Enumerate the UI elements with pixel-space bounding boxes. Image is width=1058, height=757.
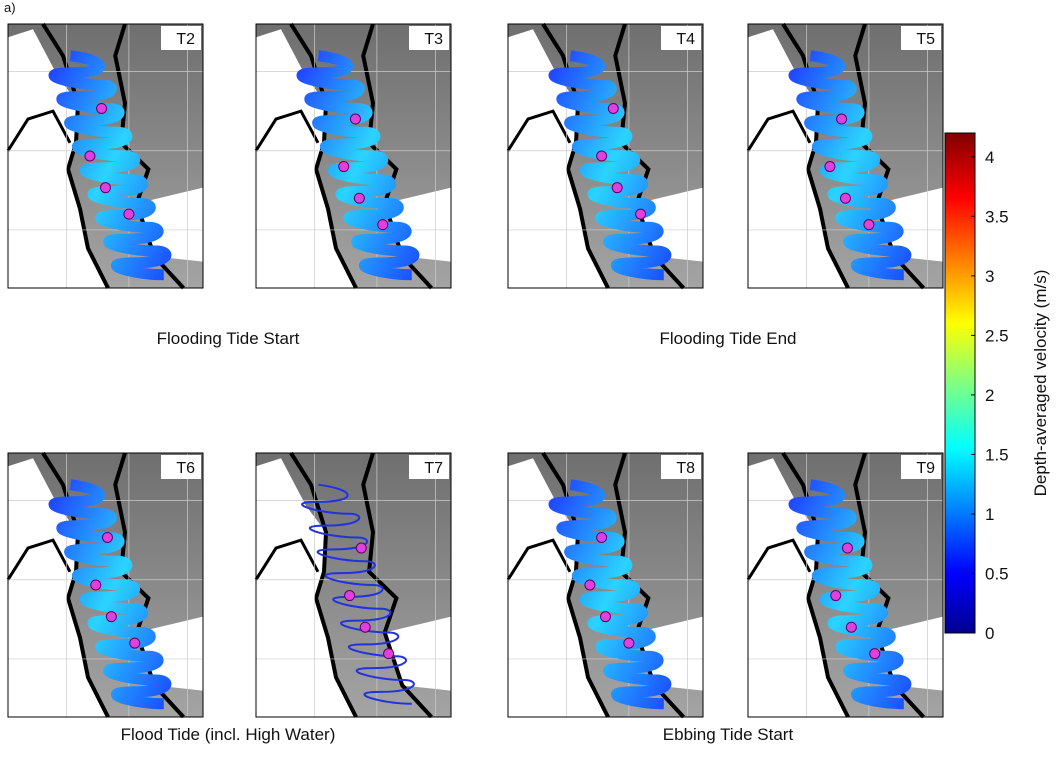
colorbar-tick-label: 3 [985,267,994,286]
panel-label: T9 [916,460,935,477]
colorbar-tick-label: 1 [985,505,994,524]
observation-point [585,580,595,590]
panel-tag: a) [4,0,16,15]
observation-point [101,183,111,193]
observation-point [841,193,851,203]
map-panel: T3 [256,24,451,288]
map-panel: T5 [748,24,943,288]
colorbar-tick-label: 4 [985,148,994,167]
observation-point [354,193,364,203]
panel-caption: Flooding Tide Start [157,329,300,348]
map-panel: T4 [508,24,703,288]
colorbar-tick-label: 3.5 [985,207,1009,226]
panel-label: T5 [916,31,935,48]
panel-label: T4 [676,31,695,48]
observation-point [106,612,116,622]
panel-label: T7 [424,460,443,477]
observation-point [102,532,112,542]
observation-point [597,151,607,161]
panel-label: T8 [676,460,695,477]
observation-point [601,612,611,622]
colorbar-tick-label: 0 [985,624,994,643]
observation-point [842,543,852,553]
observation-point [124,209,134,219]
colorbar-tick-label: 2.5 [985,326,1009,345]
observation-point [130,638,140,648]
observation-point [624,638,634,648]
map-panel: T2 [8,24,203,288]
panel-label: T2 [176,31,195,48]
map-panel: T7 [256,453,451,717]
colorbar-tick-label: 1.5 [985,445,1009,464]
observation-point [378,220,388,230]
observation-point [864,220,874,230]
colorbar [945,133,975,633]
observation-point [384,649,394,659]
observation-point [612,183,622,193]
panel-label: T6 [176,460,195,477]
observation-point [837,114,847,124]
panel-caption: Flooding Tide End [659,329,796,348]
colorbar-tick-label: 0.5 [985,564,1009,583]
observation-point [356,543,366,553]
observation-point [597,532,607,542]
map-panel: T8 [508,453,703,717]
observation-point [345,591,355,601]
panel-caption: Ebbing Tide Start [663,725,794,744]
observation-point [636,209,646,219]
observation-point [608,103,618,113]
colorbar-label: Depth-averaged velocity (m/s) [1031,270,1050,497]
observation-point [97,103,107,113]
map-panel: T9 [748,453,943,717]
observation-point [846,622,856,632]
observation-point [339,162,349,172]
map-panel: T6 [8,453,203,717]
observation-point [831,591,841,601]
observation-point [350,114,360,124]
observation-point [870,649,880,659]
colorbar-tick-label: 2 [985,386,994,405]
observation-point [85,151,95,161]
panel-caption: Flood Tide (incl. High Water) [121,725,336,744]
observation-point [360,622,370,632]
observation-point [825,162,835,172]
panel-label: T3 [424,31,443,48]
figure: a) T2 T3 T4 T5 T6 T7 T8 T9 Flooding Tide Start Fl… [0,0,1058,752]
observation-point [91,580,101,590]
